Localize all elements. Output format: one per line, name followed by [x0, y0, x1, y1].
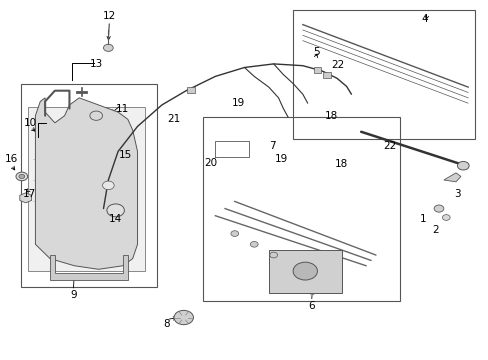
Text: 10: 10	[24, 118, 37, 128]
Text: 8: 8	[163, 319, 170, 329]
Circle shape	[442, 215, 449, 220]
Text: 2: 2	[431, 225, 438, 235]
Text: 21: 21	[167, 113, 180, 123]
Text: 11: 11	[115, 104, 128, 114]
Text: 17: 17	[23, 189, 36, 199]
Text: 20: 20	[203, 158, 217, 168]
Text: 13: 13	[89, 59, 102, 69]
Circle shape	[19, 174, 25, 179]
Text: 6: 6	[307, 301, 314, 311]
Text: 19: 19	[232, 98, 245, 108]
Bar	[292, 10, 474, 139]
Circle shape	[230, 231, 238, 237]
Bar	[203, 117, 399, 301]
Text: 3: 3	[453, 189, 460, 199]
Text: 22: 22	[330, 60, 344, 70]
Text: 1: 1	[419, 213, 426, 224]
Text: 18: 18	[324, 111, 337, 121]
Text: 19: 19	[274, 154, 287, 164]
Text: 22: 22	[383, 141, 396, 151]
Polygon shape	[443, 173, 460, 182]
Bar	[268, 249, 341, 293]
Circle shape	[107, 204, 124, 217]
Text: 16: 16	[4, 154, 18, 164]
Circle shape	[269, 252, 277, 258]
Circle shape	[250, 242, 258, 247]
Text: 4: 4	[420, 14, 427, 24]
Bar	[187, 87, 195, 93]
Circle shape	[433, 205, 443, 212]
Circle shape	[292, 262, 317, 280]
Bar	[28, 107, 144, 271]
Text: 18: 18	[334, 159, 347, 169]
Circle shape	[174, 310, 193, 325]
Text: 7: 7	[269, 141, 275, 151]
Circle shape	[16, 172, 28, 181]
Text: 5: 5	[312, 47, 319, 57]
Circle shape	[103, 44, 113, 51]
Circle shape	[102, 181, 114, 190]
Polygon shape	[50, 255, 127, 280]
Bar	[21, 84, 157, 287]
Bar	[313, 67, 321, 73]
Polygon shape	[35, 98, 137, 269]
Text: 14: 14	[109, 213, 122, 224]
Text: 9: 9	[70, 290, 77, 300]
Text: 12: 12	[102, 12, 116, 21]
Circle shape	[457, 161, 468, 170]
Circle shape	[90, 111, 102, 120]
Bar	[323, 72, 330, 78]
Text: 15: 15	[119, 150, 132, 160]
